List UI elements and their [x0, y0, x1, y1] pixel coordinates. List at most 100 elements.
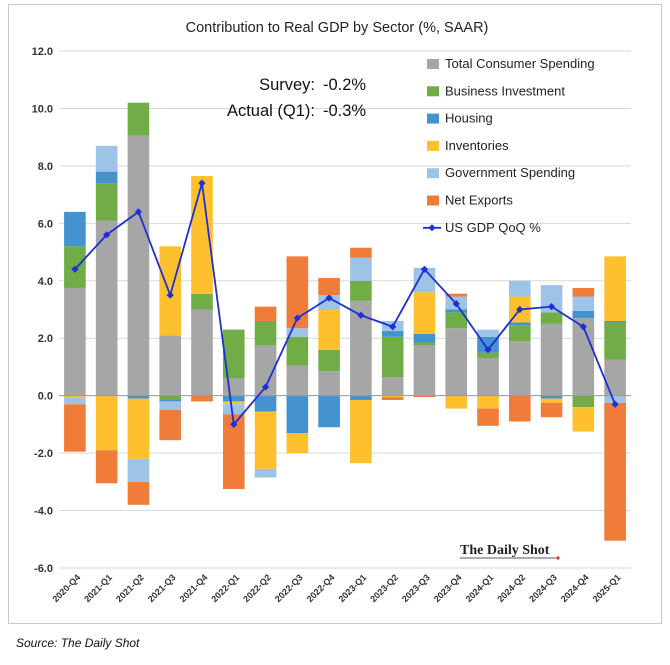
bar-segment	[350, 300, 372, 396]
bar-segment	[159, 401, 182, 411]
y-tick-label: -4.0	[34, 506, 53, 518]
legend-swatch	[427, 140, 439, 151]
legend-swatch	[427, 168, 439, 179]
bar-segment	[350, 399, 372, 464]
bar-segment	[64, 397, 86, 405]
bar-segment	[540, 312, 563, 324]
bar-segment	[286, 256, 309, 329]
gdp-point	[389, 323, 397, 331]
bar-segment	[413, 333, 436, 343]
bar-segment	[318, 349, 340, 372]
x-tick-label: 2024-Q3	[527, 572, 559, 604]
bar-segment	[508, 395, 531, 422]
bar-segment	[191, 309, 213, 396]
gdp-point	[230, 420, 238, 428]
bar-segment	[222, 404, 245, 415]
watermark-dot	[556, 556, 560, 560]
gdp-point	[325, 294, 333, 302]
bar-segment	[381, 395, 404, 398]
source-note: Source: The Daily Shot	[16, 636, 140, 650]
x-tick-label: 2021-Q3	[146, 572, 178, 604]
gdp-point	[261, 383, 270, 391]
y-tick-label: 2.0	[38, 333, 53, 345]
x-tick-label: 2022-Q1	[209, 572, 241, 604]
bar-segment	[95, 145, 118, 172]
x-tick-label: 2021-Q1	[82, 572, 114, 604]
legend-label: Government Spending	[445, 165, 575, 180]
bar-segment	[540, 323, 563, 396]
bar-segment	[540, 398, 563, 403]
bar-segment	[64, 395, 86, 398]
y-tick-label: -2.0	[34, 448, 53, 460]
bar-segment	[64, 211, 86, 247]
bar-segment	[159, 395, 182, 400]
bar-segment	[445, 293, 468, 297]
bar-segment	[95, 171, 118, 184]
gdp-point	[198, 179, 206, 187]
legend-swatch	[427, 86, 439, 97]
gdp-point	[293, 314, 301, 322]
bar-segment	[477, 329, 499, 337]
bar-segment	[127, 395, 150, 399]
bar-segment	[381, 331, 404, 337]
x-tick-label: 2023-Q3	[400, 572, 432, 604]
y-tick-label: -6.0	[34, 563, 53, 575]
bar-segment	[191, 293, 213, 310]
bar-segment	[254, 306, 277, 321]
bar-segment	[286, 433, 309, 454]
bar-segment	[95, 395, 118, 451]
bar-segment	[604, 359, 626, 396]
gdp-point	[134, 208, 143, 216]
actual-value: -0.3%	[323, 102, 366, 120]
bar-segment	[604, 395, 626, 403]
x-tick-label: 2024-Q1	[464, 572, 496, 604]
y-tick-label: 6.0	[38, 218, 53, 230]
x-tick-label: 2022-Q2	[241, 572, 273, 604]
bar-segment	[64, 404, 86, 452]
x-tick-label: 2022-Q4	[305, 572, 337, 604]
bar-segment	[572, 395, 595, 408]
bar-segment	[191, 395, 213, 402]
bar-segment	[508, 341, 531, 396]
legend-label: Housing	[445, 111, 493, 126]
bar-segment	[381, 397, 404, 400]
bar-segment	[222, 395, 245, 402]
bar-segment	[413, 345, 436, 396]
y-tick-label: 8.0	[38, 161, 53, 173]
bar-segment	[572, 287, 595, 297]
bar-segment	[508, 325, 531, 342]
bar-segment	[254, 320, 277, 346]
bar-segment	[127, 135, 150, 396]
gdp-point	[166, 291, 174, 299]
bar-segment	[127, 481, 150, 505]
bar-segment	[254, 411, 277, 469]
legend-label: Business Investment	[445, 83, 565, 98]
chart: Contribution to Real GDP by Sector (%, S…	[32, 20, 631, 604]
x-tick-label: 2020-Q4	[50, 572, 82, 604]
bar-segment	[127, 398, 150, 459]
bar-segment	[159, 335, 182, 396]
bar-segment	[95, 183, 118, 221]
bar-segment	[381, 376, 404, 396]
x-tick-label: 2021-Q4	[178, 572, 210, 604]
x-tick-label: 2025-Q1	[591, 572, 623, 604]
bar-segment	[159, 246, 182, 336]
bar-segment	[254, 468, 277, 478]
bar-segment	[222, 401, 245, 405]
bar-segment	[64, 287, 86, 396]
bar-segment	[604, 402, 626, 541]
x-tick-label: 2021-Q2	[114, 572, 146, 604]
bar-segment	[477, 408, 499, 426]
bar-segment	[318, 371, 340, 396]
bar-segment	[222, 329, 245, 379]
gdp-point	[103, 231, 111, 239]
bar-segment	[95, 450, 118, 484]
bar-segment	[604, 256, 626, 321]
y-tick-label: 12.0	[32, 46, 53, 58]
bar-segment	[604, 320, 626, 323]
bar-segment	[254, 345, 277, 396]
bar-segment	[95, 220, 118, 396]
bar-segment	[540, 285, 563, 313]
gdp-point	[484, 346, 492, 354]
bar-segment	[350, 280, 372, 301]
